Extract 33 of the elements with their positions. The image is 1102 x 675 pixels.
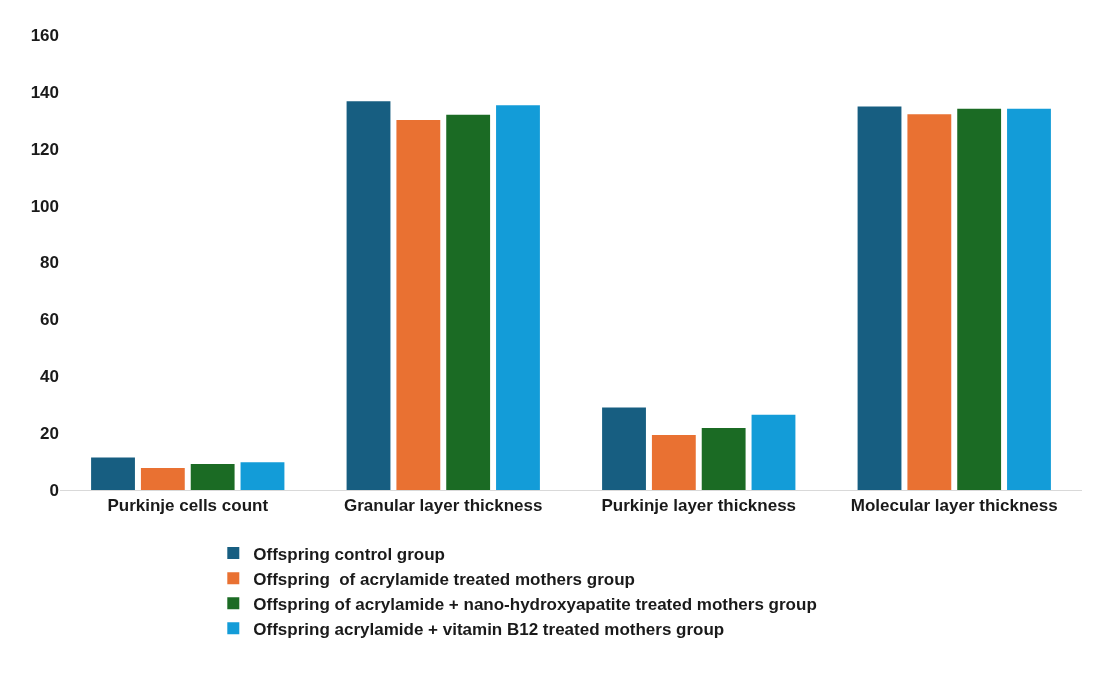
legend-label: Offspring of acrylamide treated mothers group [253, 569, 635, 589]
bar [91, 457, 135, 490]
y-tick-label: 80 [40, 253, 59, 273]
bar [190, 464, 235, 490]
y-tick-label: 160 [30, 25, 59, 45]
bar [396, 120, 441, 490]
bar [240, 462, 285, 490]
x-tick-label: Purkinje cells count [107, 496, 269, 516]
bar [602, 407, 646, 490]
bar [701, 428, 746, 490]
y-tick-label: 100 [30, 196, 59, 216]
bar [907, 114, 952, 490]
bar [1007, 108, 1051, 490]
bar [751, 414, 796, 490]
x-tick-label: Purkinje layer thickness [601, 496, 797, 516]
y-tick-label: 140 [30, 82, 59, 102]
bar [346, 101, 391, 490]
bar [140, 468, 185, 490]
x-tick-label: Granular layer thickness [344, 496, 543, 516]
y-tick-label: 20 [40, 424, 59, 444]
bar [446, 114, 491, 490]
y-tick-label: 40 [40, 367, 59, 387]
y-tick-label: 60 [40, 310, 59, 330]
bar [857, 106, 902, 490]
legend-label: Offspring of acrylamide + nano-hydroxyapatite treated mothers group [253, 594, 817, 614]
bar [651, 435, 696, 490]
y-tick-label: 120 [30, 139, 59, 159]
y-tick-label: 0 [49, 480, 59, 500]
legend-label: Offspring acrylamide + vitamin B12 treated mothers group [253, 619, 725, 639]
bar [957, 108, 1002, 490]
bar [496, 105, 540, 490]
legend-label: Offspring control group [253, 544, 445, 564]
x-tick-label: Molecular layer thickness [850, 496, 1058, 516]
